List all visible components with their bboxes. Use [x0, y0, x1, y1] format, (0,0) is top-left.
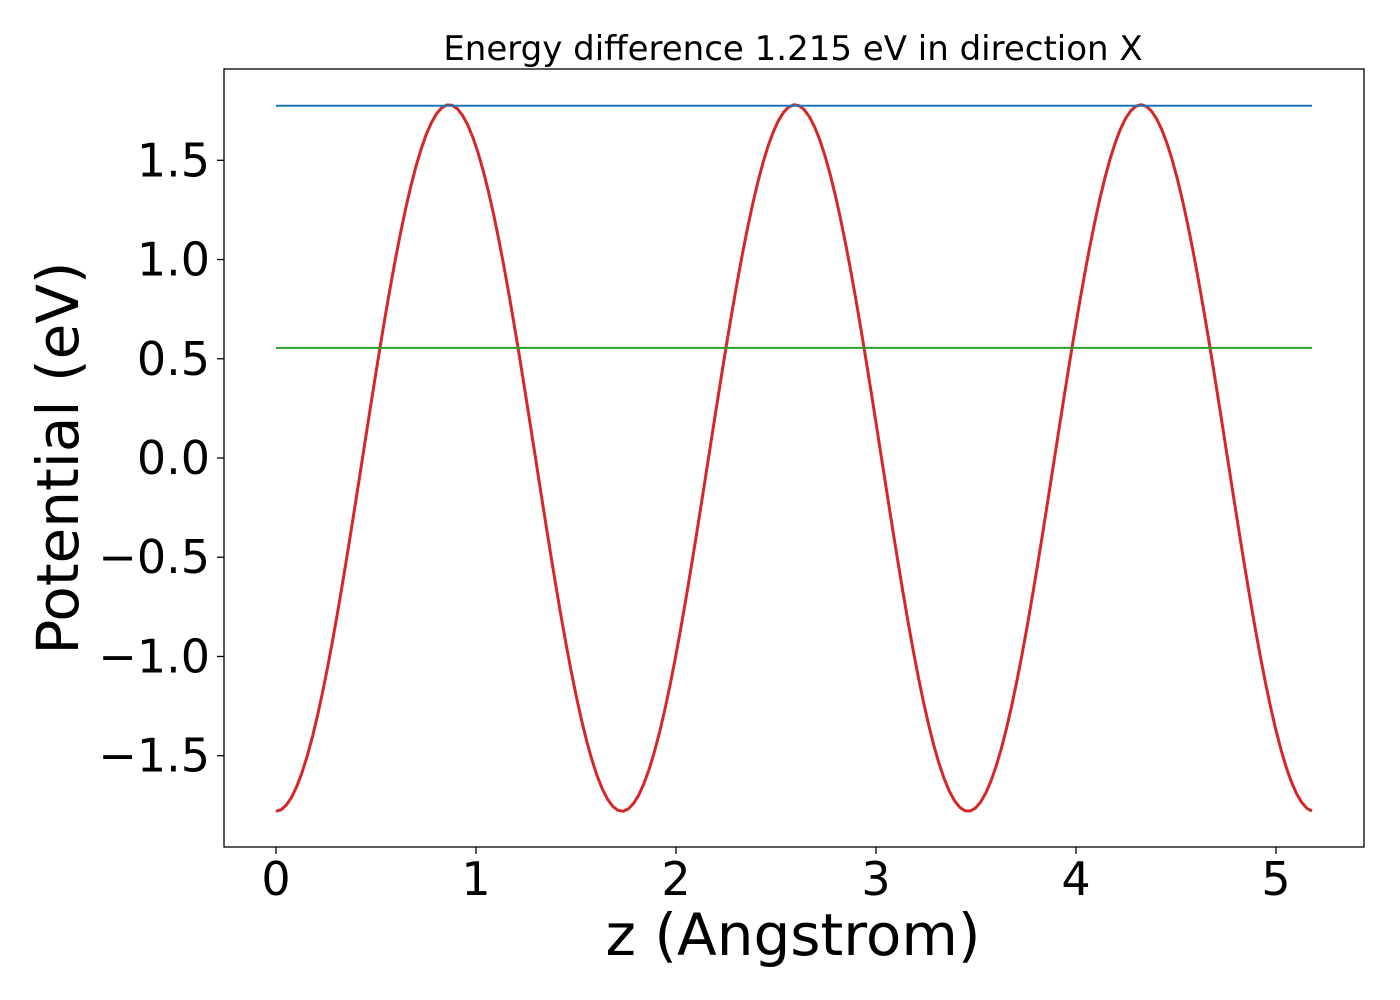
x-tick-label: 2: [661, 852, 690, 906]
y-tick-label: 0.5: [137, 332, 210, 386]
chart-title: Energy difference 1.215 eV in direction …: [443, 29, 1142, 69]
x-tick-label: 1: [461, 852, 490, 906]
plot-area: [275, 103, 1313, 813]
y-tick-label: 1.5: [137, 133, 210, 187]
y-axis-label: Potential (eV): [24, 261, 92, 654]
x-axis-ticks: 0 1 2 3 4 5: [261, 847, 1291, 906]
x-axis-label: z (Angstrom): [606, 901, 981, 969]
y-tick-label: −0.5: [98, 530, 210, 584]
x-tick-label: 4: [1061, 852, 1090, 906]
potential-curve: [275, 103, 1313, 813]
y-tick-label: 1.0: [137, 233, 210, 287]
x-tick-label: 0: [261, 852, 290, 906]
y-tick-label: 0.0: [137, 431, 210, 485]
y-tick-label: −1.0: [98, 629, 210, 683]
x-tick-label: 5: [1261, 852, 1290, 906]
x-tick-label: 3: [861, 852, 890, 906]
axes-frame: [223, 68, 1365, 848]
y-tick-label: −1.5: [98, 729, 210, 783]
y-axis-ticks: −1.5 −1.0 −0.5 0.0 0.5 1.0 1.5: [98, 133, 224, 783]
